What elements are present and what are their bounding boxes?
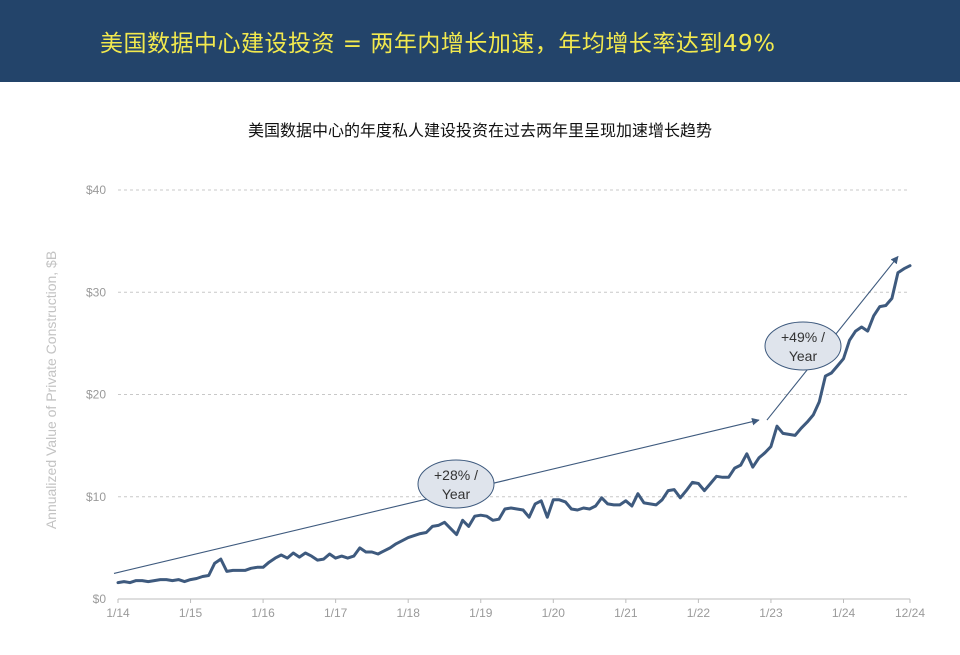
x-tick-label: 1/23 bbox=[759, 606, 783, 620]
x-tick-label: 1/21 bbox=[614, 606, 638, 620]
x-tick-label: 1/17 bbox=[324, 606, 348, 620]
y-tick-label: $10 bbox=[86, 490, 106, 504]
bubble-rate-text: +49% / bbox=[781, 329, 825, 345]
y-axis-label: Annualized Value of Private Construction… bbox=[43, 251, 59, 529]
bubble-unit-text: Year bbox=[442, 486, 471, 502]
x-tick-label: 1/20 bbox=[542, 606, 566, 620]
y-tick-label: $20 bbox=[86, 388, 106, 402]
bubble-unit-text: Year bbox=[789, 348, 818, 364]
chart-title: 美国数据中心的年度私人建设投资在过去两年里呈现加速增长趋势 bbox=[247, 121, 712, 140]
x-tick-label: 1/18 bbox=[397, 606, 421, 620]
x-tick-label: 1/15 bbox=[179, 606, 203, 620]
x-tick-label: 1/16 bbox=[251, 606, 275, 620]
x-tick-label: 1/24 bbox=[832, 606, 856, 620]
x-tick-label: 12/24 bbox=[895, 606, 925, 620]
y-tick-label: $0 bbox=[93, 592, 107, 606]
y-tick-label: $40 bbox=[86, 183, 106, 197]
growth-rate-bubble: +49% / Year bbox=[764, 321, 842, 371]
title-banner: 美国数据中心建设投资 = 两年内增长加速，年均增长率达到49% bbox=[0, 0, 960, 82]
y-tick-label: $30 bbox=[86, 285, 106, 299]
bubble-shape bbox=[417, 459, 495, 509]
series-line bbox=[116, 264, 912, 585]
bubble-shape bbox=[764, 321, 842, 371]
bubble-rate-text: +28% / bbox=[434, 467, 478, 483]
x-tick-label: 1/19 bbox=[469, 606, 493, 620]
x-tick-label: 1/22 bbox=[687, 606, 711, 620]
banner-title: 美国数据中心建设投资 = 两年内增长加速，年均增长率达到49% bbox=[100, 31, 776, 57]
growth-rate-bubble: +28% / Year bbox=[417, 459, 495, 509]
x-tick-label: 1/14 bbox=[106, 606, 130, 620]
